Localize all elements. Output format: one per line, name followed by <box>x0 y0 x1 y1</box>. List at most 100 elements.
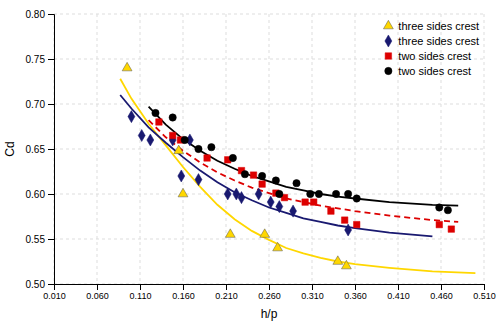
fit-line <box>120 79 475 273</box>
x-tick: 0.360 <box>344 284 367 301</box>
x-tick-label: 0.210 <box>215 291 238 301</box>
y-tick-mark <box>48 239 54 240</box>
point <box>272 177 279 184</box>
y-tick-mark <box>48 104 54 105</box>
point <box>345 224 352 236</box>
x-tick-mark <box>183 284 184 290</box>
legend-label: two sides crest <box>398 65 471 77</box>
x-tick-mark <box>140 284 141 290</box>
legend-symbol <box>385 35 392 47</box>
y-tick-label: 0.75 <box>26 54 46 65</box>
point <box>307 190 314 197</box>
x-tick: 0.260 <box>258 284 281 301</box>
point <box>238 192 245 204</box>
x-axis-title: h/p <box>261 307 278 321</box>
point <box>181 136 188 143</box>
x-tick-mark <box>355 284 356 290</box>
point <box>195 145 202 152</box>
point <box>122 62 132 71</box>
legend-symbol <box>385 67 392 74</box>
grid <box>54 14 484 284</box>
y-tick-label: 0.50 <box>26 279 46 290</box>
point <box>147 134 154 146</box>
point <box>241 171 248 178</box>
y-axis-line <box>48 15 55 285</box>
fit-line <box>149 107 459 206</box>
x-tick-mark <box>398 284 399 290</box>
x-tick-mark <box>97 284 98 290</box>
grid-line <box>54 104 484 105</box>
fit-line <box>149 120 459 222</box>
point <box>178 188 188 197</box>
y-tick-mark <box>48 59 54 60</box>
x-tick: 0.310 <box>301 284 324 301</box>
legend-label: two sides crest <box>398 50 471 62</box>
point <box>436 221 442 227</box>
point <box>255 188 262 200</box>
point <box>174 145 184 154</box>
point <box>156 119 162 125</box>
y-tick: 0.75 <box>26 54 54 65</box>
point <box>258 172 265 179</box>
x-axis-line <box>55 285 485 291</box>
x-tick: 0.410 <box>387 284 410 301</box>
legend-symbol <box>383 20 393 29</box>
x-tick-mark <box>484 284 485 290</box>
point <box>225 229 235 238</box>
y-tick-label: 0.60 <box>26 189 46 200</box>
point <box>250 172 256 178</box>
point <box>152 109 159 116</box>
point <box>302 199 308 205</box>
legend-entry: two sides crest <box>385 50 471 62</box>
y-tick-mark <box>48 194 54 195</box>
grid-line <box>269 14 270 284</box>
point <box>259 181 265 187</box>
point <box>344 190 351 197</box>
point <box>328 208 334 214</box>
x-tick: 0.460 <box>430 284 453 301</box>
point <box>208 144 215 151</box>
x-tick-label: 0.260 <box>258 291 281 301</box>
y-axis-title: Cd <box>3 141 17 156</box>
point <box>448 226 454 232</box>
point <box>341 217 347 223</box>
legend: three sides crest three sides crest two si… <box>383 20 479 77</box>
y-tick: 0.55 <box>26 234 54 245</box>
legend-label: three sides crest <box>398 35 479 47</box>
legend-entry: three sides crest <box>383 20 479 32</box>
x-axis: 0.0100.0600.1100.1600.2100.2600.3100.360… <box>43 284 496 301</box>
x-tick-mark <box>269 284 270 290</box>
grid-line <box>54 14 484 15</box>
point <box>310 199 316 205</box>
y-tick: 0.80 <box>26 9 54 20</box>
point <box>333 256 343 265</box>
x-tick: 0.060 <box>86 284 109 301</box>
y-axis: 0.50 0.55 0.60 0.65 0.70 0.75 0.80 <box>26 9 55 290</box>
y-tick-mark <box>48 14 54 15</box>
point <box>353 195 360 202</box>
x-tick-mark <box>441 284 442 290</box>
x-tick: 0.110 <box>130 284 152 301</box>
point <box>276 201 283 213</box>
x-tick-label: 0.160 <box>172 291 195 301</box>
point <box>204 155 210 161</box>
point <box>315 190 322 197</box>
x-tick-label: 0.460 <box>430 291 453 301</box>
point <box>353 221 359 227</box>
legend-symbol <box>385 53 391 59</box>
y-tick-mark <box>48 284 54 285</box>
grid-line <box>226 14 227 284</box>
point <box>332 190 339 197</box>
point <box>128 111 135 123</box>
y-tick-label: 0.70 <box>26 99 46 110</box>
y-tick: 0.65 <box>26 144 54 155</box>
legend-entry: two sides crest <box>385 65 471 77</box>
x-tick-label: 0.110 <box>130 291 152 301</box>
point <box>276 190 283 197</box>
y-tick-mark <box>48 149 54 150</box>
point <box>290 205 297 217</box>
point <box>260 229 270 238</box>
point <box>436 204 443 211</box>
y-tick-label: 0.80 <box>26 9 46 20</box>
x-tick-mark <box>312 284 313 290</box>
